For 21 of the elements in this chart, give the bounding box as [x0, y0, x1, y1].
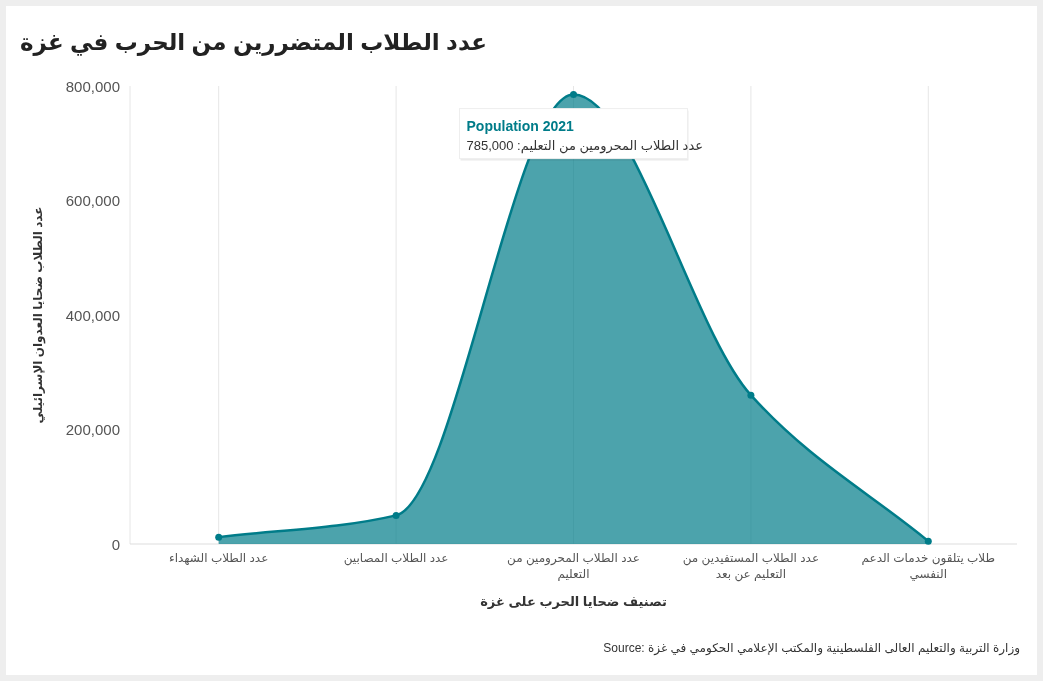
- point: [747, 391, 755, 399]
- x-tick-label: عدد الطلاب المصابين: [343, 551, 449, 566]
- x-tick-label: عدد الطلاب الشهداء: [169, 551, 269, 565]
- x-tick-label: عدد الطلاب المستفيدين من التعليم عن بعد: [682, 551, 820, 582]
- y-tick-label: 200,000: [65, 421, 120, 438]
- annotation: عدد الطلاب المحرومين من التعليم: 785,000: [466, 137, 703, 154]
- point: [392, 511, 400, 519]
- chart-title: عدد الطلاب المتضررين من الحرب في غزة: [20, 29, 487, 56]
- x-axis-title: تصنيف ضحايا الحرب على غزة: [480, 594, 667, 609]
- y-tick-label: 800,000: [65, 77, 120, 95]
- y-tick-label: 600,000: [65, 192, 120, 209]
- y-tick-label: 400,000: [65, 306, 120, 324]
- y-axis-title: عدد الطلاب ضحايا العدوان الإسرائيلي: [31, 206, 46, 424]
- x-tick-label: طلاب يتلقون خدمات الدعم النفسي: [861, 551, 996, 581]
- x-tick-label: عدد الطلاب المحرومين من التعليم: [507, 551, 640, 581]
- point: [215, 533, 223, 541]
- y-tick-label: 0: [111, 535, 120, 553]
- point: [924, 537, 932, 545]
- point: [570, 91, 577, 99]
- series-label: Population 2021: [466, 117, 575, 134]
- source-note: Source: وزارة التربية والتعليم العالى الفلسطينية والمكتب الإعلامي الحكومي في غزة: [603, 641, 1020, 656]
